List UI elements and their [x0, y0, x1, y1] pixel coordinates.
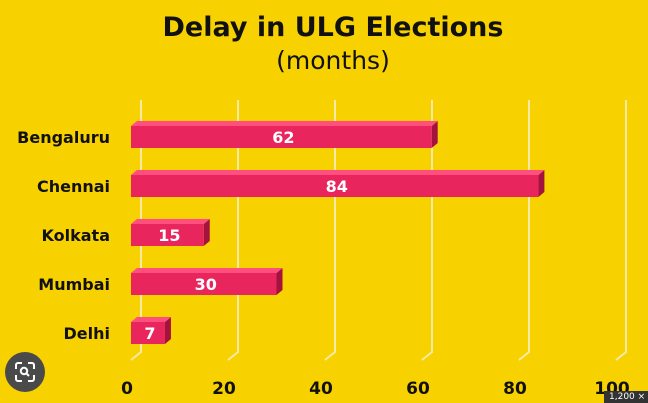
chart-subtitle: (months)	[276, 46, 390, 75]
gridline	[518, 100, 530, 361]
resolution-badge: 1,200 ×	[604, 391, 648, 403]
bar	[131, 322, 165, 344]
bar-side-face	[203, 219, 210, 246]
category-label: Mumbai	[38, 275, 110, 294]
bar-top-face	[131, 170, 545, 175]
bar-value-label: 84	[326, 177, 348, 196]
image-search-button[interactable]	[5, 352, 45, 392]
category-label: Kolkata	[42, 226, 110, 245]
bar-side-face	[538, 170, 545, 197]
image-search-icon	[15, 362, 35, 382]
bar-value-label: 30	[195, 275, 217, 294]
x-tick-label: 60	[406, 379, 430, 399]
bar-top-face	[131, 317, 171, 322]
chart-title: Delay in ULG Elections	[162, 12, 504, 43]
gridline	[615, 100, 627, 361]
x-tick-label: 80	[503, 379, 527, 399]
bar-value-label: 62	[272, 128, 294, 147]
bar-top-face	[131, 268, 283, 273]
bar-value-label: 7	[144, 324, 155, 343]
bar-top-face	[131, 121, 438, 126]
x-tick-label: 0	[121, 379, 133, 399]
bar	[131, 273, 277, 295]
x-tick-label: 40	[309, 379, 333, 399]
bar	[131, 175, 539, 197]
category-label: Delhi	[64, 324, 111, 343]
x-tick-label: 20	[212, 379, 236, 399]
bar-side-face	[431, 121, 438, 148]
bar-side-face	[164, 317, 171, 344]
bar	[131, 224, 204, 246]
bar-side-face	[276, 268, 283, 295]
category-label: Chennai	[37, 177, 110, 196]
category-label: Bengaluru	[17, 128, 110, 147]
bar-top-face	[131, 219, 210, 224]
bar	[131, 126, 432, 148]
bar-value-label: 15	[158, 226, 180, 245]
